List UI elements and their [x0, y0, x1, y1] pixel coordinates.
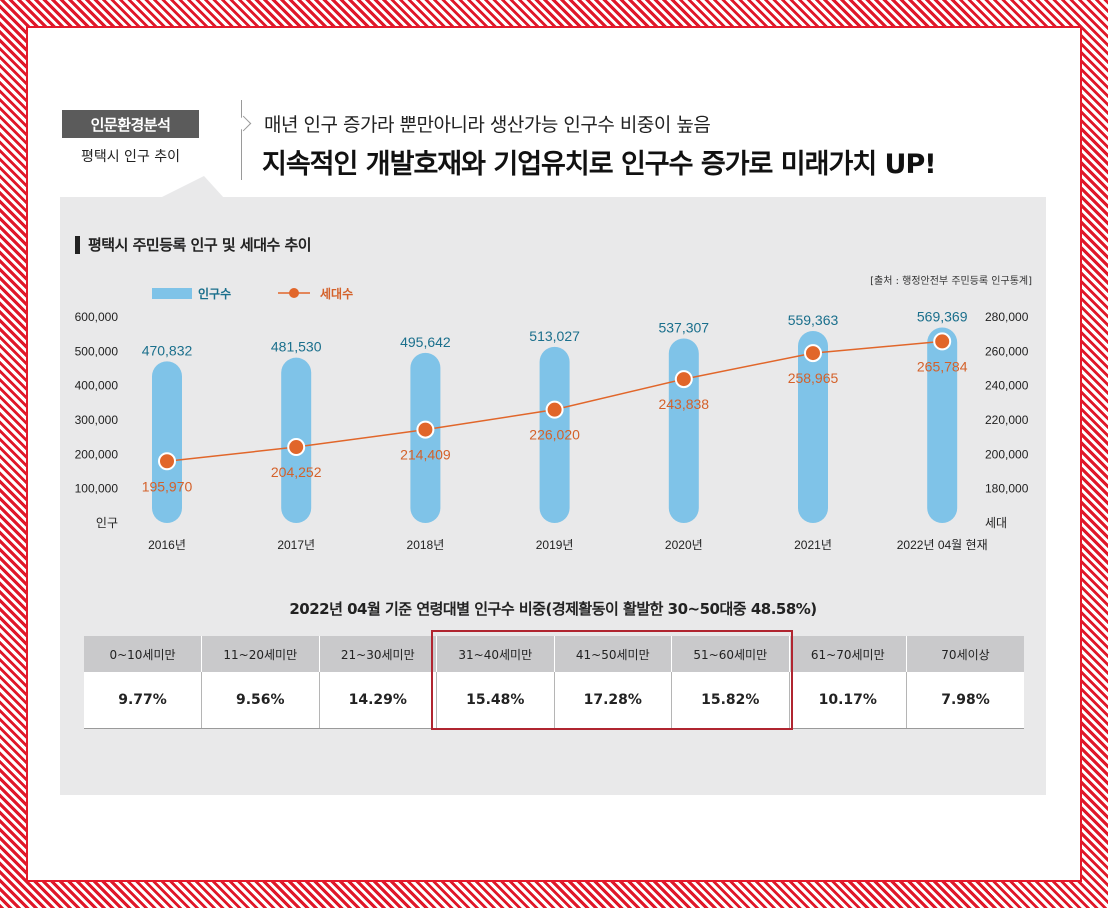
legend-line-marker — [289, 288, 299, 298]
legend-label-population: 인구수 — [198, 286, 231, 301]
y-right-tick-label: 220,000 — [985, 413, 1029, 427]
table-cell: 15.48% — [436, 672, 555, 729]
legend-bar-swatch — [152, 288, 192, 299]
line-value-label: 195,970 — [142, 478, 193, 494]
age-table-title: 2022년 04월 기준 연령대별 인구수 비중(경제활동이 활발한 30~50… — [289, 600, 817, 618]
x-category-label: 2016년 — [148, 538, 186, 552]
bar-value-label: 559,363 — [788, 312, 839, 328]
bar-value-label: 481,530 — [271, 339, 322, 355]
table-row: 9.77% 9.56% 14.29% 15.48% 17.28% 15.82% … — [84, 672, 1024, 729]
section-subtitle: 평택시 인구 추이 — [80, 149, 181, 165]
y-left-tick-label: 100,000 — [75, 482, 119, 496]
y-right-axis-label: 세대 — [985, 516, 1007, 530]
x-category-label: 2017년 — [277, 538, 315, 552]
panel-pointer — [160, 176, 224, 198]
table-cell: 14.29% — [319, 672, 437, 729]
chart-title: 평택시 주민등록 인구 및 세대수 추이 — [75, 236, 312, 254]
bar-population — [798, 330, 828, 523]
table-cell: 17.28% — [554, 672, 672, 729]
y-left-tick-label: 500,000 — [75, 344, 119, 358]
table-header-cell: 61~70세미만 — [789, 636, 907, 672]
y-left-tick-label: 300,000 — [75, 413, 119, 427]
line-value-label: 265,784 — [917, 358, 968, 374]
bar-population — [539, 346, 570, 523]
line-point-households — [545, 400, 564, 419]
table-cell: 7.98% — [906, 672, 1024, 729]
section-badge: 인문환경분석 — [62, 110, 199, 138]
x-category-label: 2022년 04월 현재 — [897, 538, 988, 552]
table-cell: 10.17% — [789, 672, 907, 729]
table-cell: 15.82% — [671, 672, 790, 729]
line-point-households — [804, 344, 822, 363]
y-right-tick-label: 260,000 — [985, 344, 1029, 358]
headline: 지속적인 개발호재와 기업유치로 인구수 증가로 미래가치 UP! — [262, 149, 937, 180]
table-header-cell: 31~40세미만 — [436, 636, 555, 672]
bar-value-label: 513,027 — [529, 328, 580, 344]
table-header-cell: 0~10세미만 — [84, 636, 202, 672]
bar-population — [927, 327, 958, 523]
line-point-households — [158, 452, 176, 471]
chart-source: [출처 : 행정안전부 주민등록 인구통계] — [870, 276, 1032, 287]
table-header-row: 0~10세미만 11~20세미만 21~30세미만 31~40세미만 41~50… — [84, 636, 1024, 672]
line-point-households — [933, 332, 952, 351]
x-category-label: 2018년 — [407, 538, 445, 552]
y-right-tick-label: 200,000 — [985, 447, 1029, 461]
table-header-cell: 11~20세미만 — [201, 636, 320, 672]
line-point-households — [287, 438, 306, 457]
bar-value-label: 569,369 — [917, 309, 968, 325]
table-header-cell: 21~30세미만 — [319, 636, 437, 672]
y-right-tick-label: 180,000 — [985, 482, 1029, 496]
bar-value-label: 470,832 — [142, 342, 193, 358]
table-header-cell: 41~50세미만 — [554, 636, 672, 672]
y-right-tick-label: 240,000 — [985, 379, 1029, 393]
table-cell: 9.56% — [201, 672, 320, 729]
line-value-label: 226,020 — [529, 427, 580, 443]
line-point-households — [416, 420, 435, 439]
bar-population — [152, 361, 182, 523]
y-left-tick-label: 600,000 — [75, 310, 119, 324]
line-value-label: 204,252 — [271, 464, 322, 480]
age-distribution-table: 0~10세미만 11~20세미만 21~30세미만 31~40세미만 41~50… — [84, 636, 1024, 729]
x-category-label: 2021년 — [794, 538, 832, 552]
y-left-tick-label: 200,000 — [75, 447, 119, 461]
divider-line — [241, 100, 242, 180]
y-right-tick-label: 280,000 — [985, 310, 1029, 324]
y-left-axis-label: 인구 — [96, 516, 118, 530]
line-value-label: 258,965 — [788, 370, 839, 386]
line-value-label: 214,409 — [400, 447, 451, 463]
line-point-households — [674, 370, 693, 389]
table-cell: 9.77% — [84, 672, 202, 729]
x-category-label: 2019년 — [536, 538, 574, 552]
table-header-cell: 51~60세미만 — [671, 636, 790, 672]
table-header-cell: 70세이상 — [906, 636, 1024, 672]
headline-sub: 매년 인구 증가라 뿐만아니라 생산가능 인구수 비중이 높음 — [264, 114, 711, 136]
y-left-tick-label: 400,000 — [75, 379, 119, 393]
x-category-label: 2020년 — [665, 538, 703, 552]
legend-label-households: 세대수 — [320, 286, 353, 301]
bar-value-label: 537,307 — [658, 320, 709, 336]
line-value-label: 243,838 — [658, 396, 709, 412]
population-chart: 100,000 200,000 300,000 400,000 500,000 600,0… — [75, 286, 1029, 552]
bar-value-label: 495,642 — [400, 334, 451, 350]
bar-population — [668, 338, 699, 523]
